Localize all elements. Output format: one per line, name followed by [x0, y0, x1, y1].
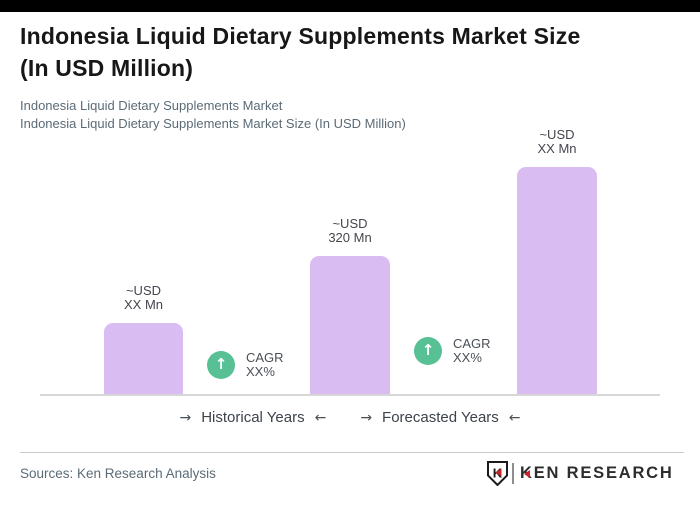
right-arrow-icon: →: [179, 409, 192, 426]
left-arrow-icon: ←: [314, 409, 327, 426]
bar-value-line2: XX Mn: [537, 141, 577, 156]
page-title-line2: (In USD Million): [20, 55, 194, 81]
cagr-value: XX%: [246, 364, 275, 379]
bar-value-label: ~USD XX Mn: [124, 284, 163, 312]
bar-value-label: ~USD XX Mn: [537, 128, 576, 156]
chart-subtitle-line1: Indonesia Liquid Dietary Supplements Mar…: [20, 98, 283, 113]
cagr-badge-forecast: ↑ CAGR XX%: [414, 337, 491, 365]
logo-wordmark-text: KEN RESEARCH: [520, 464, 674, 483]
bar-value-line2: 320 Mn: [328, 230, 372, 245]
chart-subtitle: Indonesia Liquid Dietary Supplements Mar…: [20, 97, 406, 133]
bar-value-line1: ~USD: [125, 283, 162, 298]
chart-subtitle-line2: Indonesia Liquid Dietary Supplements Mar…: [20, 116, 406, 131]
top-black-bar: [0, 0, 700, 12]
period-label-historical: → Historical Years ←: [179, 409, 326, 426]
cagr-label: CAGR: [453, 336, 491, 351]
right-arrow-icon: →: [360, 409, 373, 426]
cagr-badge-text: CAGR XX%: [246, 351, 284, 379]
period-label-text: Forecasted Years: [382, 409, 499, 426]
logo-separator: [512, 463, 514, 484]
x-axis-line: [40, 394, 660, 396]
period-label-forecasted: → Forecasted Years ←: [360, 409, 520, 426]
page-title-line1: Indonesia Liquid Dietary Supplements Mar…: [20, 23, 581, 49]
logo-wordmark: KEN RESEARCH: [520, 465, 674, 482]
ken-research-logo: K KEN RESEARCH: [487, 460, 674, 487]
bar-group-forecast: ~USD XX Mn: [517, 128, 597, 395]
period-label-text: Historical Years: [201, 409, 305, 426]
bar-base-year: [310, 256, 390, 395]
left-arrow-icon: ←: [508, 409, 521, 426]
bar-group-base-year: ~USD 320 Mn: [310, 217, 390, 395]
bar-group-historical: ~USD XX Mn: [104, 284, 183, 395]
logo-red-triangle: [524, 470, 530, 479]
x-axis-period-labels: → Historical Years ← → Forecasted Years …: [40, 409, 660, 426]
cagr-badge-text: CAGR XX%: [453, 337, 491, 365]
up-arrow-icon: ↑: [214, 354, 228, 373]
cagr-badge-historical: ↑ CAGR XX%: [207, 351, 284, 379]
footer-divider: [20, 452, 684, 453]
shield-k-icon: K: [487, 461, 508, 486]
bar-historical: [104, 323, 183, 395]
sources-note: Sources: Ken Research Analysis: [20, 466, 216, 481]
cagr-value: XX%: [453, 350, 482, 365]
bar-value-line1: ~USD: [332, 216, 368, 231]
bar-value-line1: ~USD: [539, 127, 575, 142]
bar-forecast: [517, 167, 597, 395]
growth-arrow-badge-circle: ↑: [414, 337, 442, 365]
growth-arrow-badge-circle: ↑: [207, 351, 235, 379]
bar-value-line2: XX Mn: [123, 297, 163, 312]
page-title: Indonesia Liquid Dietary Supplements Mar…: [20, 20, 580, 84]
up-arrow-icon: ↑: [421, 340, 435, 359]
cagr-label: CAGR: [246, 350, 284, 365]
bar-value-label: ~USD 320 Mn: [328, 217, 371, 245]
